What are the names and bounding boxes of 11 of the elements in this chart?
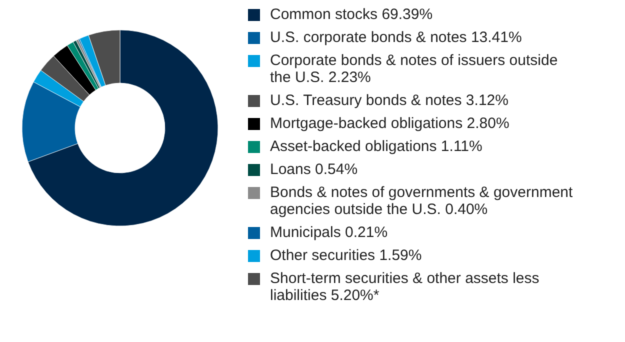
legend-label: U.S. corporate bonds & notes 13.41% <box>270 29 523 46</box>
legend-label: Other securities 1.59% <box>270 247 423 264</box>
legend-label: Asset-backed obligations 1.11% <box>270 138 484 155</box>
legend-label: Mortgage-backed obligations 2.80% <box>270 115 510 132</box>
legend-label: Common stocks 69.39% <box>270 6 434 23</box>
legend-label: Loans 0.54% <box>270 161 359 178</box>
legend-label: Municipals 0.21% <box>270 224 389 241</box>
legend-label: Corporate bonds & notes of issuers outside the U.S. 2.23% <box>270 52 559 86</box>
legend-label: U.S. Treasury bonds & notes 3.12% <box>270 92 510 109</box>
legend-label: Short-term securities & other assets less liabilities 5.20%* <box>270 270 540 304</box>
legend-label: Bonds & notes of governments & government agencies outside the U.S. 0.40% <box>270 184 574 218</box>
